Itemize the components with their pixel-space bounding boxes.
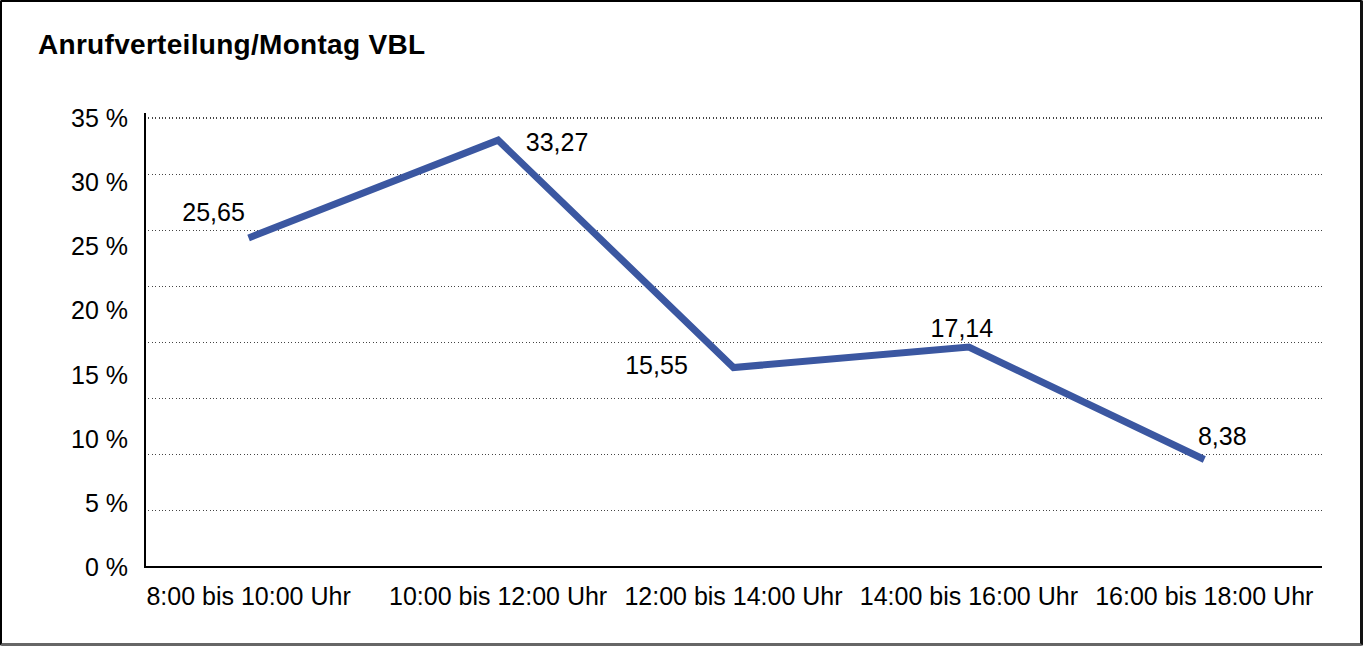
x-category-label: 12:00 bis 14:00 Uhr (624, 582, 842, 610)
y-tick-label: 25 % (71, 232, 128, 260)
x-category-label: 8:00 bis 10:00 Uhr (146, 582, 350, 610)
y-tick-label: 10 % (71, 425, 128, 453)
x-category-label: 16:00 bis 18:00 Uhr (1095, 582, 1313, 610)
y-tick-label: 15 % (71, 361, 128, 389)
data-point-label: 8,38 (1198, 422, 1247, 450)
line-chart: 35 % 30 % 25 % 20 % 15 % 10 % 5 % 0 % 8:00 bis 1… (0, 0, 1363, 646)
y-tick-label: 5 % (85, 489, 128, 517)
x-category-label: 14:00 bis 16:00 Uhr (860, 582, 1078, 610)
y-tick-label: 30 % (71, 168, 128, 196)
data-point-label: 15,55 (625, 351, 688, 379)
data-point-label: 25,65 (182, 198, 245, 226)
data-point-label: 33,27 (526, 128, 589, 156)
y-tick-label: 35 % (71, 104, 128, 132)
series-line (249, 140, 1205, 459)
chart-page: Anrufverteilung/Montag VBL 35 %30 %25 %2… (0, 0, 1363, 646)
y-tick-label: 0 % (85, 553, 128, 581)
x-category-label: 10:00 bis 12:00 Uhr (389, 582, 607, 610)
data-point-label: 17,14 (931, 314, 994, 342)
y-tick-label: 20 % (71, 296, 128, 324)
